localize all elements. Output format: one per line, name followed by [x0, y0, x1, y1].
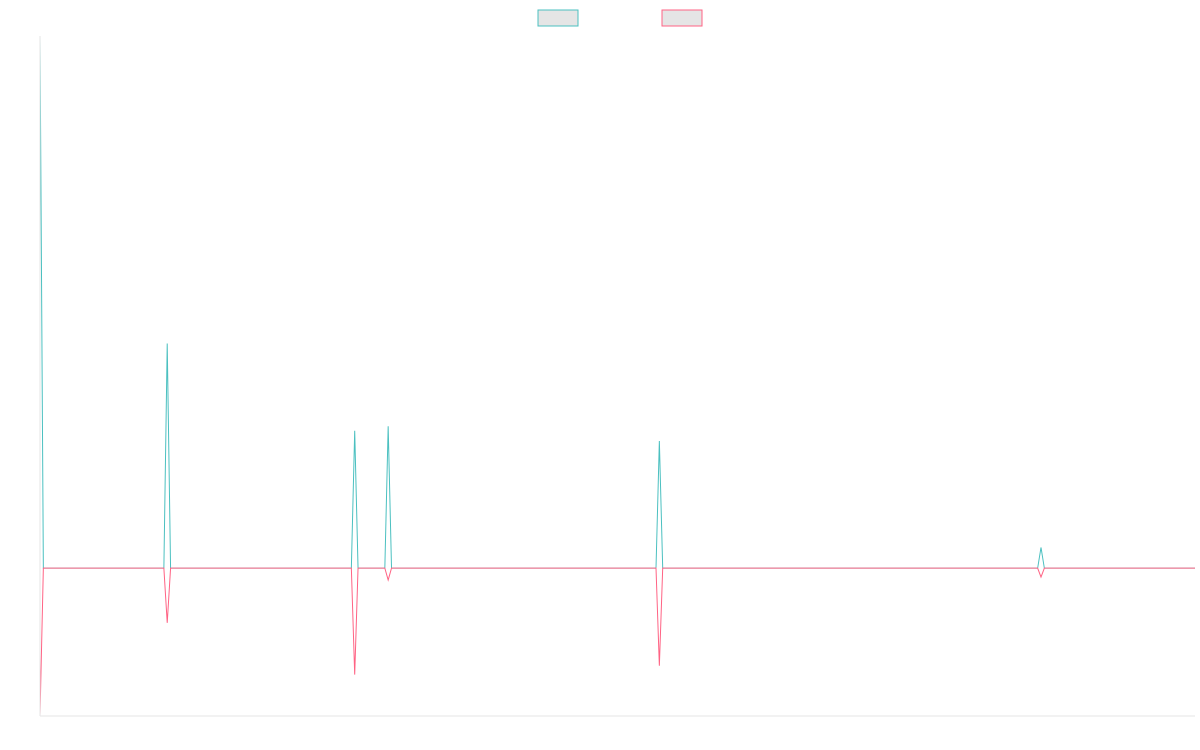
legend-swatch-0[interactable] — [537, 9, 579, 27]
legend-item-0[interactable] — [537, 9, 579, 27]
series-line-1 — [39, 567, 1195, 717]
legend-item-1[interactable] — [661, 9, 703, 27]
legend-swatch-1[interactable] — [661, 9, 703, 27]
axes — [39, 36, 1195, 717]
legend — [537, 9, 703, 27]
plot-area — [39, 35, 1195, 717]
series-line-0 — [39, 35, 1195, 569]
